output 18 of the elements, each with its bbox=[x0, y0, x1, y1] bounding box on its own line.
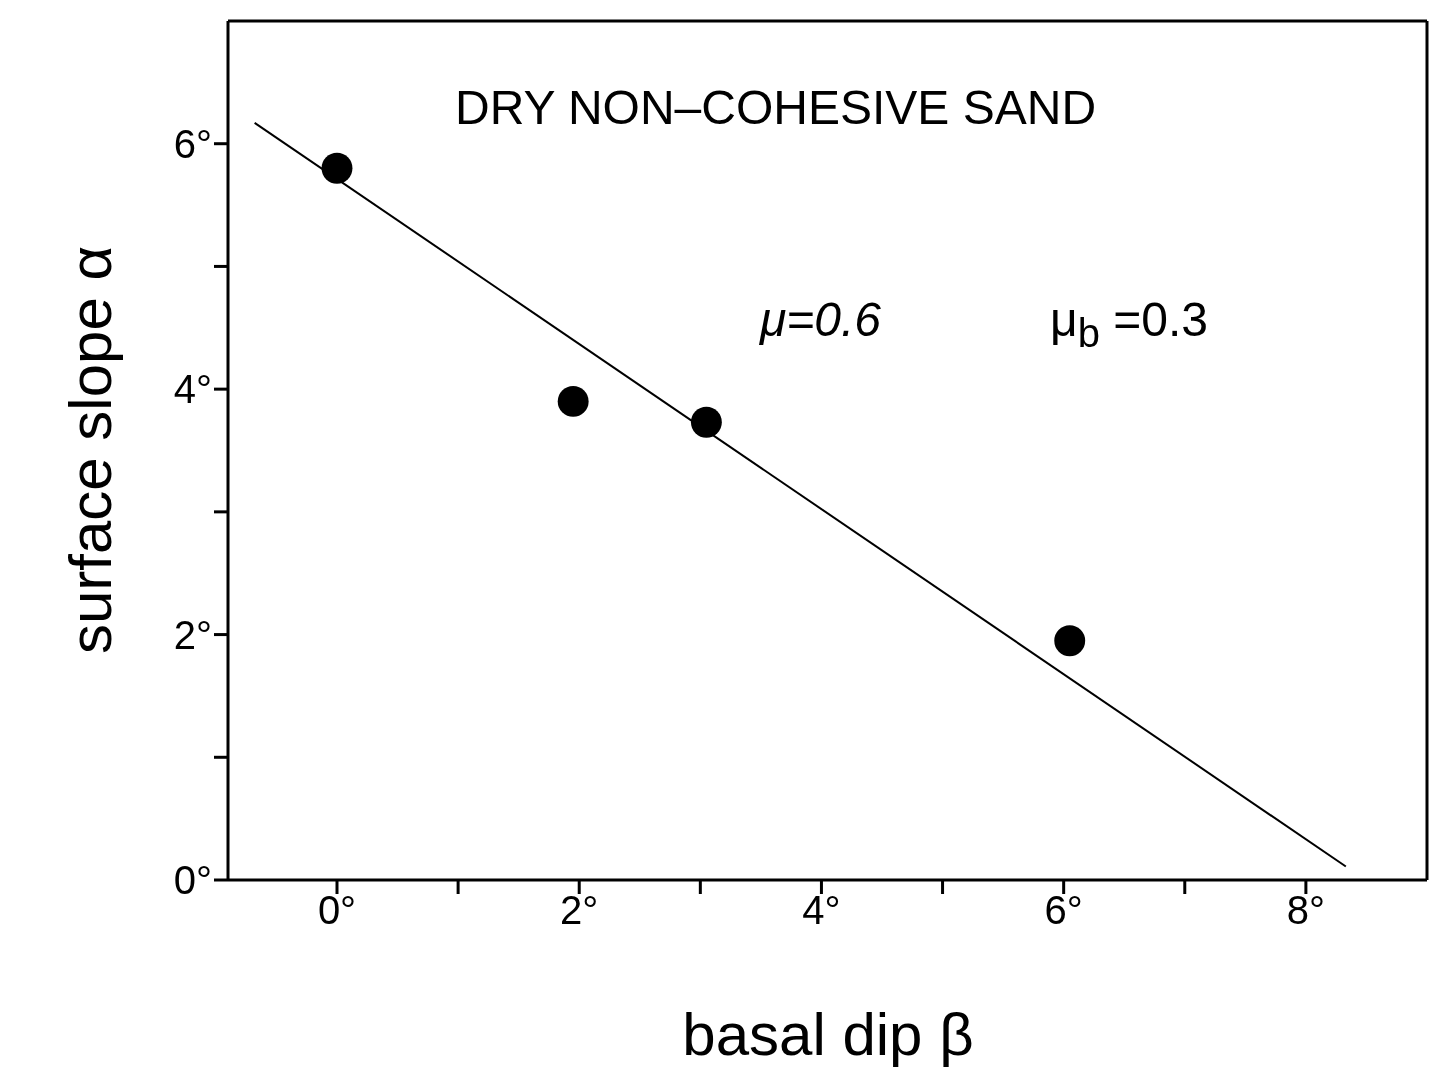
point bbox=[1054, 625, 1086, 657]
y-tick-label: 0° bbox=[173, 858, 212, 903]
annotation: DRY NON–COHESIVE SAND bbox=[455, 80, 1097, 135]
x-tick-label: 0° bbox=[317, 888, 357, 933]
x-tick-label: 2° bbox=[560, 888, 599, 933]
x-tick-label: 6° bbox=[1044, 888, 1083, 933]
y-tick-label: 6° bbox=[173, 121, 212, 166]
x-tick-label: 4° bbox=[802, 888, 841, 933]
x-axis-title: basal dip β bbox=[681, 1000, 975, 1069]
point bbox=[321, 152, 353, 184]
y-axis-title: surface slope α bbox=[55, 245, 125, 655]
point bbox=[557, 385, 589, 417]
y-tick-label: 2° bbox=[173, 612, 212, 657]
annotation: μ=0.6 bbox=[760, 292, 882, 347]
x-tick-label: 8° bbox=[1286, 888, 1326, 933]
point bbox=[690, 406, 722, 438]
annotation: μ$_{b}$ =0.3 bbox=[1050, 292, 1208, 356]
y-tick-label: 4° bbox=[173, 367, 212, 412]
